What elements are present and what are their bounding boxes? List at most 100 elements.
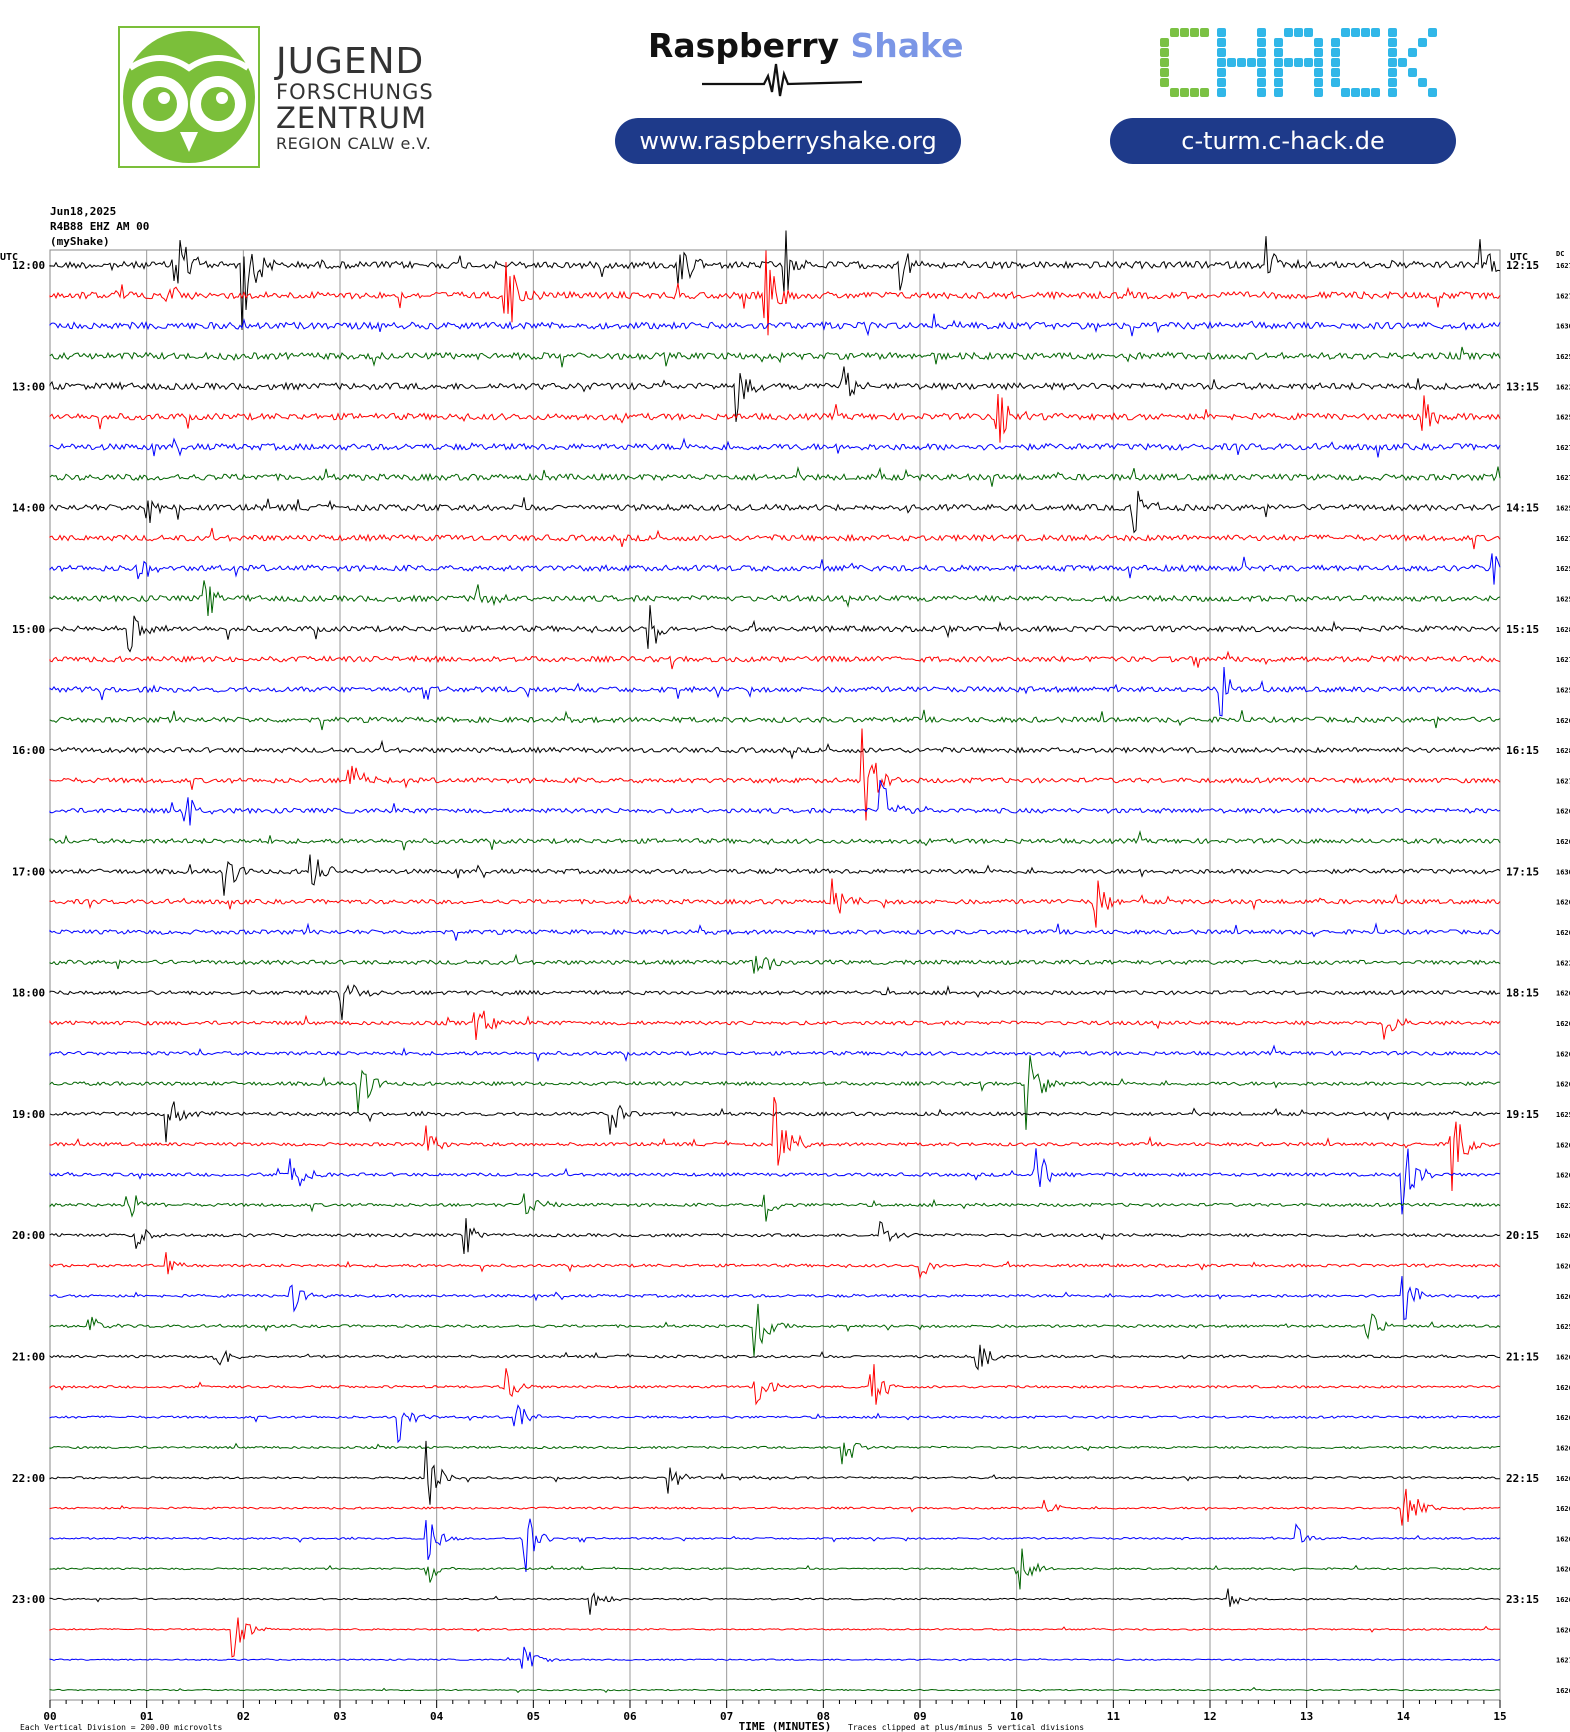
plot-date: Jun18,2025 bbox=[50, 205, 117, 218]
dc-offset-label: 16265 bbox=[1556, 1293, 1570, 1301]
chack-wordmark bbox=[1160, 28, 1437, 97]
trace-line bbox=[49, 984, 1500, 1021]
chack-pixel bbox=[1160, 68, 1169, 77]
chack-pixel bbox=[1314, 38, 1323, 47]
trace-line bbox=[49, 1364, 1501, 1406]
chack-pixel bbox=[1180, 28, 1189, 37]
trace-line bbox=[49, 1097, 1501, 1192]
right-time-label: 23:15 bbox=[1506, 1593, 1539, 1606]
right-time-label: 16:15 bbox=[1506, 744, 1539, 757]
trace-line bbox=[49, 922, 1501, 941]
chack-pixel bbox=[1314, 88, 1323, 97]
dc-offset-label: 16259 bbox=[1556, 1323, 1570, 1331]
chack-pixel bbox=[1170, 28, 1179, 37]
chack-pixel bbox=[1361, 88, 1370, 97]
chack-pixel bbox=[1371, 88, 1380, 97]
chack-pixel bbox=[1200, 28, 1209, 37]
trace-line bbox=[49, 1548, 1501, 1590]
chack-pixel bbox=[1428, 88, 1437, 97]
chack-pixel bbox=[1284, 28, 1293, 37]
trace-line bbox=[49, 829, 1501, 851]
dc-offset-label: 16254 bbox=[1556, 1111, 1570, 1119]
chack-pixel bbox=[1351, 88, 1360, 97]
chack-link[interactable]: c-turm.c-hack.de bbox=[1110, 118, 1456, 164]
trace-line bbox=[49, 1442, 1500, 1465]
dc-offset-label: 16276 bbox=[1556, 656, 1570, 664]
dc-offset-label: 16266 bbox=[1556, 1353, 1570, 1361]
dc-offset-label: 16266 bbox=[1556, 717, 1570, 725]
x-tick-label: 11 bbox=[1107, 1710, 1121, 1723]
chack-pixel bbox=[1418, 78, 1427, 87]
x-tick-label: 10 bbox=[1010, 1710, 1023, 1723]
chack-pixel bbox=[1388, 48, 1397, 57]
dc-offset-label: 16259 bbox=[1556, 565, 1570, 573]
x-tick-label: 01 bbox=[140, 1710, 154, 1723]
dc-offset-label: 16269 bbox=[1556, 1687, 1570, 1695]
chack-pixel bbox=[1408, 48, 1417, 57]
left-time-label: 14:00 bbox=[12, 502, 45, 515]
chack-pixel bbox=[1180, 88, 1189, 97]
trace-line bbox=[49, 346, 1501, 368]
dc-offset-label: 16258 bbox=[1556, 686, 1570, 694]
dc-offset-label: 16308 bbox=[1556, 323, 1570, 331]
chack-pixel bbox=[1160, 58, 1169, 67]
dc-offset-label: 16268 bbox=[1556, 1444, 1570, 1452]
jfz-line1: JUGEND bbox=[276, 41, 425, 82]
dc-offset-label: 16271 bbox=[1556, 1657, 1570, 1665]
chack-pixel bbox=[1160, 48, 1169, 57]
chack-pixel bbox=[1257, 88, 1266, 97]
chack-pixel bbox=[1247, 58, 1256, 67]
chack-pixel bbox=[1314, 58, 1323, 67]
chack-pixel bbox=[1274, 88, 1283, 97]
dc-offset-label: 16232 bbox=[1556, 383, 1570, 391]
chack-pixel bbox=[1351, 28, 1360, 37]
trace-line bbox=[49, 1101, 1501, 1143]
left-time-label: 23:00 bbox=[12, 1593, 45, 1606]
trace-line bbox=[49, 366, 1501, 422]
trace-line bbox=[49, 854, 1501, 896]
dc-offset-label: 16239 bbox=[1556, 959, 1570, 967]
dc-offset-label: 16269 bbox=[1556, 1505, 1570, 1513]
trace-line bbox=[49, 1010, 1501, 1041]
chack-pixel bbox=[1227, 58, 1236, 67]
dc-offset-label: 16268 bbox=[1556, 1596, 1570, 1604]
trace-line bbox=[49, 490, 1501, 534]
traces bbox=[49, 230, 1501, 1694]
left-time-label: 22:00 bbox=[12, 1472, 45, 1485]
trace-line bbox=[49, 605, 1501, 653]
trace-line bbox=[49, 393, 1501, 443]
chack-pixel bbox=[1257, 48, 1266, 57]
chack-pixel bbox=[1274, 68, 1283, 77]
dc-offset-label: 16267 bbox=[1556, 1263, 1570, 1271]
trace-line bbox=[49, 666, 1501, 717]
trace-line bbox=[49, 1588, 1501, 1615]
dc-offset-label: 16283 bbox=[1556, 626, 1570, 634]
jfz-line2: FORSCHUNGS bbox=[276, 80, 434, 104]
dc-offset-label: 16267 bbox=[1556, 1475, 1570, 1483]
dc-offset-label: 16267 bbox=[1556, 1141, 1570, 1149]
chack-pixel bbox=[1304, 58, 1313, 67]
trace-line bbox=[49, 1148, 1501, 1215]
chack-pixel bbox=[1190, 28, 1199, 37]
x-tick-label: 00 bbox=[43, 1710, 56, 1723]
x-tick-label: 09 bbox=[913, 1710, 926, 1723]
chack-pixel bbox=[1388, 58, 1397, 67]
trace-line bbox=[49, 1440, 1501, 1505]
raspberry-shake-link[interactable]: www.raspberryshake.org bbox=[615, 118, 961, 164]
raspberry-shake-title: Raspberry Shake bbox=[648, 26, 964, 65]
chack-pixel bbox=[1257, 58, 1266, 67]
chack-pixel bbox=[1361, 28, 1370, 37]
x-tick-label: 13 bbox=[1300, 1710, 1313, 1723]
raspberry-shake-logo: Raspberry Shake bbox=[600, 20, 980, 170]
trace-line bbox=[49, 1276, 1501, 1321]
chack-pixel bbox=[1331, 48, 1340, 57]
trace-line bbox=[49, 1404, 1501, 1444]
chack-pixel bbox=[1331, 58, 1340, 67]
dc-offset-label: 16251 bbox=[1556, 414, 1570, 422]
chack-pixel bbox=[1388, 88, 1397, 97]
chack-pixel bbox=[1304, 28, 1313, 37]
left-time-label: 13:00 bbox=[12, 380, 45, 393]
trace-line bbox=[49, 739, 1501, 760]
clip-note: Traces clipped at plus/minus 5 vertical … bbox=[848, 1723, 1084, 1732]
trace-line bbox=[49, 1686, 1501, 1694]
